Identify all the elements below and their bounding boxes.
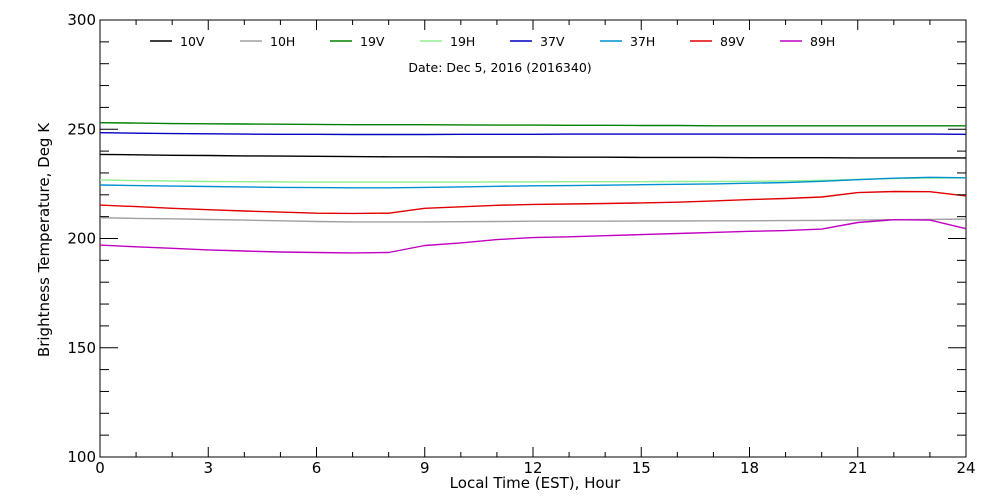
legend-label-19v: 19V: [360, 34, 385, 49]
x-tick-label: 9: [420, 459, 430, 477]
legend-label-37h: 37H: [630, 34, 655, 49]
legend-label-10v: 10V: [180, 34, 205, 49]
y-tick-label: 200: [67, 230, 96, 248]
series-line-89h: [99, 218, 967, 254]
x-tick-label: 3: [203, 459, 213, 477]
legend: 10V 10H 19V 19H 37V 37H 89V 89H: [150, 34, 835, 49]
x-tick-label: 15: [632, 459, 651, 477]
legend-label-10h: 10H: [270, 34, 295, 49]
x-tick-label: 0: [95, 459, 105, 477]
series-line-10h: [99, 217, 967, 223]
legend-label-37v: 37V: [540, 34, 565, 49]
x-tick-label: 21: [848, 459, 867, 477]
series-line-10v: [99, 153, 966, 159]
legend-label-89v: 89V: [720, 34, 745, 49]
x-tick-label: 18: [740, 459, 759, 477]
y-tick-label: 300: [67, 11, 96, 29]
series-line-37h: [99, 176, 967, 189]
legend-label-19h: 19H: [450, 34, 475, 49]
axes-layer: 0 3 6 9 12 15 18 21 24 100 150 200 250 300: [67, 11, 975, 477]
series-layer: [99, 122, 967, 254]
legend-label-89h: 89H: [810, 34, 835, 49]
series-line-37v: [99, 132, 967, 136]
series-line-89v: [99, 190, 967, 215]
series-line-19h: [99, 177, 967, 183]
x-axis-label: Local Time (EST), Hour: [450, 474, 621, 492]
x-tick-label: 24: [956, 459, 975, 477]
plot-area: [99, 19, 967, 458]
x-tick-label: 12: [523, 459, 542, 477]
y-tick-label: 250: [67, 120, 96, 138]
y-axis-label: Brightness Temperature, Deg K: [35, 122, 53, 357]
plot-frame: [99, 19, 967, 458]
chart-title: Date: Dec 5, 2016 (2016340): [408, 60, 591, 75]
y-tick-label: 150: [67, 339, 96, 357]
x-tick-label: 6: [312, 459, 322, 477]
series-line-19v: [99, 122, 966, 127]
y-tick-label: 100: [67, 448, 96, 466]
